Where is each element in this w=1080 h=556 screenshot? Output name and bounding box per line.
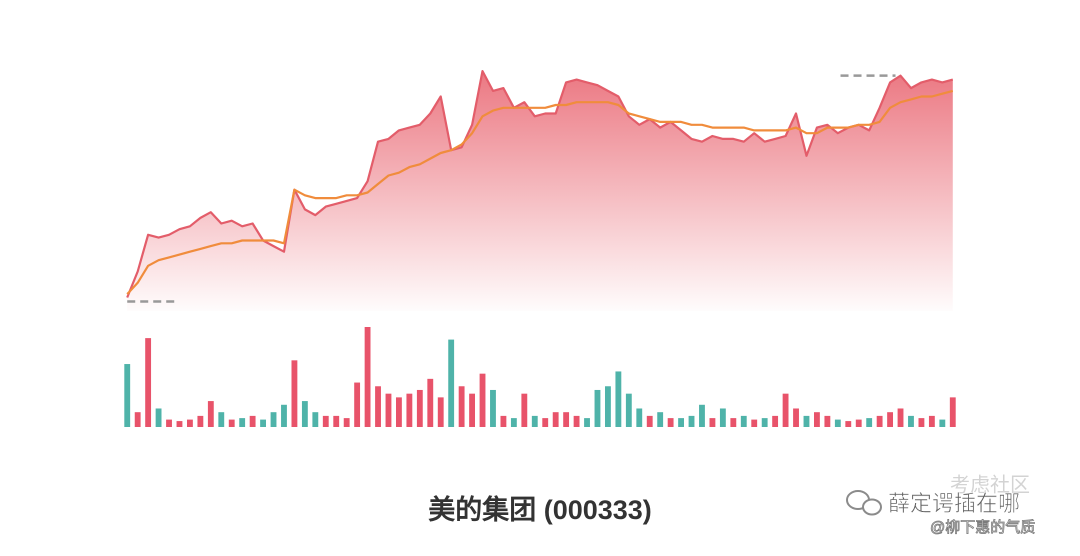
volume-bar <box>416 389 423 427</box>
volume-bar <box>458 386 465 427</box>
volume-bar <box>301 401 308 427</box>
volume-bar <box>490 389 496 427</box>
volume-bar <box>521 393 528 427</box>
volume-bar <box>793 408 799 427</box>
volume-bar <box>186 419 193 427</box>
volume-bar <box>406 393 413 427</box>
volume-bar <box>479 373 486 427</box>
watermark-handle: @柳下惠的气质 <box>930 519 1035 536</box>
volume-bar <box>918 418 925 427</box>
volume-bar <box>782 393 789 427</box>
volume-bar <box>469 393 476 427</box>
volume-bar <box>761 418 768 427</box>
volume-bar <box>897 408 904 427</box>
volume-bar <box>845 421 852 427</box>
volume-bar <box>594 389 601 427</box>
volume-bar <box>552 412 559 427</box>
volume-bar <box>437 397 444 427</box>
volume-bar <box>646 415 653 427</box>
volume-bar <box>667 418 674 427</box>
watermark: 考虑社区 薛定谔插在哪 @柳下惠的气质 <box>846 473 1036 536</box>
volume-bar <box>218 412 225 427</box>
volume-bar <box>866 418 873 427</box>
volume-bar <box>270 412 277 427</box>
volume-bar <box>772 415 779 427</box>
volume-bar <box>145 338 152 427</box>
volume-bar <box>949 397 956 427</box>
volume-bar <box>312 412 319 427</box>
watermark-icon <box>862 498 882 516</box>
volume-bar <box>260 419 267 427</box>
volume-bar <box>500 415 507 427</box>
volume-bar <box>531 415 538 427</box>
volume-bar <box>876 415 883 427</box>
volume-bar <box>333 415 340 427</box>
volume-bar <box>584 418 590 427</box>
volume-bar <box>364 327 371 427</box>
volume-bar <box>542 418 549 427</box>
volume-bar <box>699 404 705 427</box>
volume-bar <box>657 412 664 427</box>
volume-bar <box>155 408 162 427</box>
volume-bar <box>281 404 287 427</box>
marks <box>124 70 956 427</box>
volume-bar <box>166 419 172 427</box>
volume-bar <box>176 421 183 427</box>
volume-bar <box>427 378 434 427</box>
volume-bar <box>385 393 392 427</box>
volume-bar <box>124 364 131 427</box>
volume-bar <box>510 418 517 427</box>
volume-bar <box>824 415 831 427</box>
volume-bar <box>448 339 455 427</box>
volume-bar <box>636 408 643 427</box>
volume-bar <box>834 419 841 427</box>
volume-bar <box>239 418 246 427</box>
volume-bar <box>928 415 935 427</box>
volume-bar <box>688 415 695 427</box>
volume-bar <box>719 408 726 427</box>
volume-bar <box>322 415 329 427</box>
volume-bar <box>563 412 570 427</box>
volume-bar <box>573 415 580 427</box>
volume-bar <box>375 386 381 427</box>
volume-bar <box>709 418 716 427</box>
volume-bar <box>228 419 235 427</box>
average-line <box>126 89 954 295</box>
volume-bar <box>343 418 350 427</box>
volume-bar <box>207 401 214 427</box>
volume-bar <box>625 393 632 427</box>
volume-bar <box>730 418 737 427</box>
volume-bar <box>751 419 758 427</box>
volume-bar <box>615 371 622 427</box>
volume-bar <box>803 415 810 427</box>
volume-bar <box>354 382 361 427</box>
volume-bar <box>134 412 141 427</box>
chart-title: 美的集团 (000333) <box>428 494 652 525</box>
volume-bar <box>291 360 298 427</box>
volume-bar <box>604 386 611 427</box>
volume-bar <box>887 412 894 427</box>
volume-bar <box>197 415 204 427</box>
volume-bar <box>813 412 820 427</box>
volume-bar <box>908 415 914 427</box>
watermark-author: 薛定谔插在哪 <box>888 491 1020 516</box>
volume-bar <box>249 415 256 427</box>
volume-bar <box>395 397 402 427</box>
watermark-site: 考虑社区 <box>950 473 1030 496</box>
price-area <box>127 71 953 311</box>
volume-bar <box>678 418 685 427</box>
volume-bar <box>855 419 862 427</box>
volume-bar <box>740 415 747 427</box>
volume-bar <box>939 419 946 427</box>
